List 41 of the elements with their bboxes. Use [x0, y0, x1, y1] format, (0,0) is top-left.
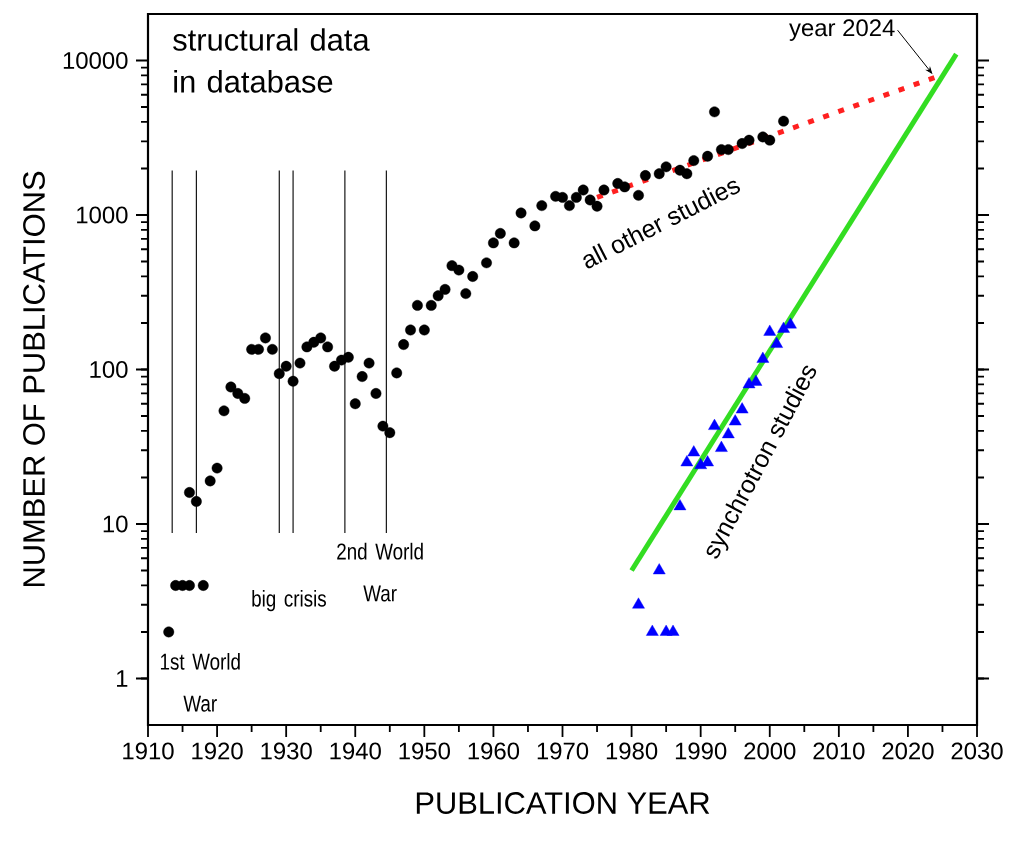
- x-tick-label: 1980: [606, 742, 658, 760]
- x-tick-label: 1910: [123, 742, 174, 760]
- point: [722, 427, 735, 439]
- x-tick-label: 1930: [261, 742, 312, 760]
- text: structural data in database: [173, 28, 370, 93]
- x-tick-label: 1920: [192, 742, 243, 760]
- y-axis-title: NUMBER OF PUBLICATIONS: [23, 171, 45, 587]
- point: [632, 597, 645, 609]
- annotation: 2nd World War: [337, 542, 423, 602]
- x-axis-title: PUBLICATION YEAR: [416, 792, 710, 814]
- point: [770, 336, 783, 348]
- point: [756, 351, 770, 363]
- x-tick-label: 1990: [675, 742, 727, 760]
- y-tick-label: 1: [117, 670, 128, 687]
- y-tick-label: 10000: [63, 52, 128, 69]
- annotation: year 2024: [789, 19, 895, 41]
- annotation: 1st World War: [160, 653, 240, 712]
- x-tick-label: 1950: [399, 742, 450, 760]
- point: [763, 324, 777, 336]
- annotation: big crisis: [252, 589, 326, 612]
- point: [666, 624, 680, 636]
- y-tick-label: 100: [90, 361, 128, 378]
- y-tick-label: 10: [103, 515, 128, 533]
- point: [735, 402, 749, 414]
- point: [687, 445, 701, 457]
- x-tick-label: 1960: [468, 742, 520, 760]
- x-tick-label: 1970: [537, 742, 589, 760]
- x-tick-label: 2030: [951, 742, 1003, 760]
- point: [680, 455, 694, 467]
- point: [708, 418, 721, 430]
- x-tick-label: 2020: [882, 742, 934, 760]
- point: [652, 563, 666, 575]
- point: [749, 374, 763, 386]
- y-tick-label: 1000: [77, 206, 128, 224]
- x-tick-label: 2010: [813, 742, 865, 760]
- point: [784, 317, 797, 329]
- x-tick-label: 2000: [744, 742, 796, 760]
- point: [728, 414, 742, 426]
- point: [646, 624, 659, 636]
- x-tick-label: 1940: [330, 742, 381, 760]
- point: [673, 499, 687, 511]
